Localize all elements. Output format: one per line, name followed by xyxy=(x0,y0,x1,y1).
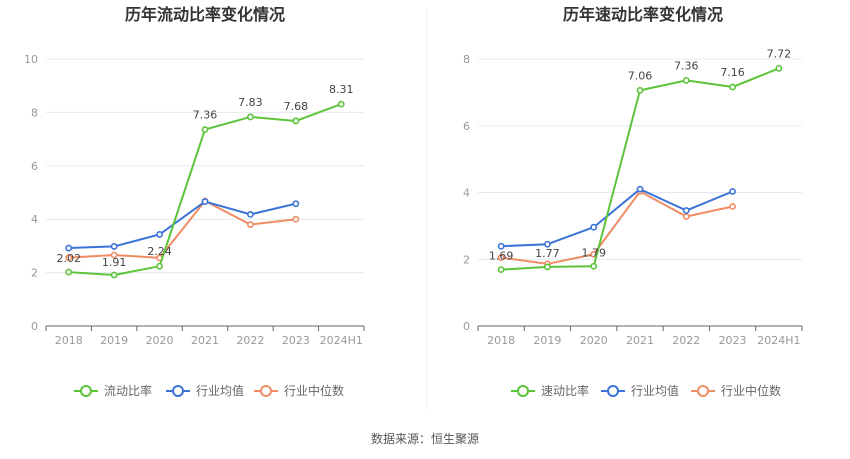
legend-swatch-marker xyxy=(697,385,709,397)
y-tick-label: 4 xyxy=(463,187,470,200)
x-tick-label: 2021 xyxy=(626,334,654,347)
series-line-3 xyxy=(68,200,296,259)
data-point xyxy=(497,266,505,273)
data-point xyxy=(292,117,300,125)
data-label: 1.77 xyxy=(535,247,560,260)
data-point xyxy=(292,200,300,208)
legend-swatch-marker xyxy=(607,385,619,397)
data-point xyxy=(682,213,690,220)
y-tick-label: 6 xyxy=(463,120,470,133)
data-label: 1.69 xyxy=(489,250,514,263)
legend-label: 行业均值 xyxy=(196,383,244,398)
legend-label: 行业中位数 xyxy=(284,383,344,398)
series-line-2 xyxy=(501,188,733,248)
data-point xyxy=(65,254,73,262)
data-label: 2.02 xyxy=(56,252,81,265)
data-point xyxy=(775,64,783,72)
legend-label: 流动比率 xyxy=(104,383,152,398)
data-point xyxy=(544,240,551,248)
data-point xyxy=(729,83,736,91)
legend-label: 行业均值 xyxy=(631,383,679,398)
data-point xyxy=(201,198,209,205)
data-label: 1.91 xyxy=(102,256,127,269)
y-tick-label: 6 xyxy=(31,160,38,173)
x-tick-label: 2023 xyxy=(282,334,310,347)
y-tick-label: 0 xyxy=(31,320,38,333)
chart-title: 历年速动比率变化情况 xyxy=(563,5,723,24)
x-tick-label: 2020 xyxy=(580,334,608,347)
data-point xyxy=(590,223,598,231)
series-line-2 xyxy=(68,200,297,250)
data-point xyxy=(636,185,644,193)
data-point xyxy=(292,215,300,223)
data-point xyxy=(337,100,345,108)
legend-swatch-marker xyxy=(260,385,272,397)
data-label: 8.31 xyxy=(329,83,354,96)
legend-swatch-marker xyxy=(172,385,184,397)
data-point xyxy=(156,262,163,270)
data-source-note: 数据来源：恒生聚源 xyxy=(370,432,479,446)
data-point xyxy=(497,254,505,261)
data-label: 7.72 xyxy=(767,47,792,60)
data-point xyxy=(247,210,254,218)
data-point xyxy=(729,203,736,210)
x-tick-label: 2019 xyxy=(100,334,128,347)
data-point xyxy=(682,207,690,214)
y-tick-label: 8 xyxy=(31,106,38,119)
y-tick-label: 8 xyxy=(463,53,470,66)
y-tick-label: 2 xyxy=(463,253,470,266)
data-point xyxy=(497,242,505,250)
y-tick-label: 2 xyxy=(31,267,38,280)
data-point xyxy=(682,76,690,84)
legend-swatch-marker xyxy=(517,385,529,397)
data-point xyxy=(65,244,73,252)
y-tick-label: 10 xyxy=(24,53,38,66)
data-point xyxy=(544,263,551,271)
chart-title: 历年流动比率变化情况 xyxy=(125,5,285,24)
data-point xyxy=(729,188,736,195)
data-point xyxy=(110,271,118,279)
data-label: 7.36 xyxy=(193,108,218,121)
x-tick-label: 2024H1 xyxy=(320,334,363,347)
x-tick-label: 2023 xyxy=(719,334,747,347)
data-label: 7.06 xyxy=(628,69,653,82)
legend-label: 速动比率 xyxy=(541,383,589,398)
x-tick-label: 2024H1 xyxy=(757,334,800,347)
x-tick-label: 2022 xyxy=(236,334,264,347)
chart-panel-1: 历年流动比率变化情况 0 2 4 6 8 10 2018 2019 2020 2021 2022 202… xyxy=(24,5,365,398)
data-label: 2.24 xyxy=(147,245,172,258)
data-point xyxy=(590,262,598,270)
data-point xyxy=(110,243,118,250)
legend-label: 行业中位数 xyxy=(721,383,781,398)
x-tick-label: 2021 xyxy=(191,334,219,347)
data-point xyxy=(247,113,254,121)
x-tick-label: 2019 xyxy=(533,334,561,347)
series-line-3 xyxy=(501,190,733,265)
data-label: 1.79 xyxy=(581,246,606,259)
x-tick-label: 2018 xyxy=(487,334,515,347)
data-point xyxy=(156,231,163,238)
x-tick-label: 2018 xyxy=(55,334,83,347)
data-point xyxy=(65,268,73,276)
data-point xyxy=(201,126,209,133)
chart-panel-2: 历年速动比率变化情况 0 2 4 6 8 2018 2019 2020 2021 2022 2023 2… xyxy=(463,5,803,398)
y-tick-label: 4 xyxy=(31,213,38,226)
data-label: 7.83 xyxy=(238,96,263,109)
series-line-1 xyxy=(501,67,780,271)
data-point xyxy=(636,86,644,94)
data-label: 7.36 xyxy=(674,59,699,72)
data-label: 7.16 xyxy=(720,66,745,79)
y-tick-label: 0 xyxy=(463,320,470,333)
legend-swatch-marker xyxy=(80,385,92,397)
x-tick-label: 2022 xyxy=(672,334,700,347)
data-point xyxy=(247,221,254,228)
data-point xyxy=(110,251,118,259)
data-label: 7.68 xyxy=(284,100,309,113)
x-tick-label: 2020 xyxy=(146,334,174,347)
